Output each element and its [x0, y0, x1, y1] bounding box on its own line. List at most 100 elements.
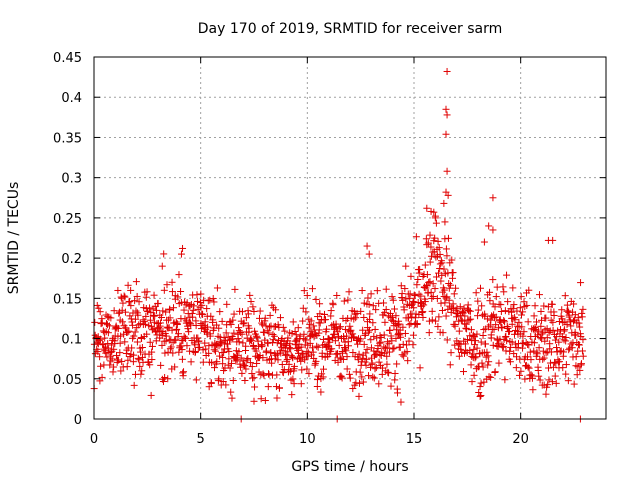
data-point: [451, 341, 459, 349]
data-point: [391, 369, 399, 377]
data-point: [463, 335, 471, 343]
data-point: [299, 317, 307, 325]
data-point: [399, 340, 407, 348]
data-point: [536, 333, 544, 341]
data-point: [258, 341, 266, 349]
data-point: [443, 111, 451, 119]
data-point: [102, 349, 110, 357]
data-point: [529, 386, 537, 394]
data-point: [344, 296, 352, 304]
data-point: [129, 358, 137, 366]
data-point: [96, 308, 104, 316]
data-point: [471, 354, 479, 362]
data-point: [459, 308, 467, 316]
data-point: [346, 322, 354, 330]
data-point: [180, 368, 188, 376]
data-point: [301, 356, 309, 364]
data-point: [374, 344, 382, 352]
data-point: [523, 301, 531, 309]
y-tick-label: 0.45: [53, 51, 82, 66]
data-point: [201, 339, 209, 347]
data-point: [543, 334, 551, 342]
data-point: [134, 311, 142, 319]
data-point: [150, 291, 158, 299]
data-point: [118, 358, 126, 366]
data-point: [204, 323, 212, 331]
data-point: [364, 294, 372, 302]
data-point: [477, 284, 485, 292]
data-point: [512, 364, 520, 372]
data-point: [460, 304, 468, 312]
data-point: [135, 356, 143, 364]
data-point: [162, 332, 170, 340]
data-point: [503, 271, 511, 279]
data-point: [205, 342, 213, 350]
data-point: [494, 340, 502, 348]
x-tick-label: 15: [406, 432, 423, 447]
data-point: [540, 302, 548, 310]
data-point: [445, 284, 453, 292]
data-point: [416, 364, 424, 372]
data-point: [252, 332, 260, 340]
data-point: [449, 300, 457, 308]
data-point: [549, 236, 557, 244]
data-point: [204, 297, 212, 305]
data-point: [499, 343, 507, 351]
data-point: [466, 307, 474, 315]
data-point: [472, 289, 480, 297]
data-point: [115, 309, 123, 317]
data-point: [239, 320, 247, 328]
data-point: [144, 308, 152, 316]
data-point: [288, 391, 296, 399]
data-point: [120, 292, 128, 300]
data-point: [535, 344, 543, 352]
data-point: [425, 317, 433, 325]
data-point: [397, 398, 405, 406]
data-point: [244, 354, 252, 362]
data-point: [467, 361, 475, 369]
data-point: [370, 332, 378, 340]
data-point: [495, 359, 503, 367]
data-point: [492, 293, 500, 301]
data-point: [421, 261, 429, 269]
data-point: [451, 321, 459, 329]
data-point: [289, 375, 297, 383]
data-point: [269, 336, 277, 344]
data-point: [403, 341, 411, 349]
data-point: [410, 291, 418, 299]
data-point: [237, 363, 245, 371]
data-point: [574, 363, 582, 371]
data-point: [283, 355, 291, 363]
data-point: [110, 345, 118, 353]
data-point: [308, 285, 316, 293]
data-point: [431, 285, 439, 293]
data-point: [378, 370, 386, 378]
data-point: [292, 337, 300, 345]
data-point: [241, 362, 249, 370]
data-point: [240, 319, 248, 327]
data-point: [166, 345, 174, 353]
data-point: [562, 361, 570, 369]
data-point: [297, 343, 305, 351]
data-point: [411, 292, 419, 300]
data-point: [315, 326, 323, 334]
data-point: [355, 350, 363, 358]
data-point: [341, 325, 349, 333]
data-point: [563, 301, 571, 309]
data-point: [168, 288, 176, 296]
data-point: [160, 250, 168, 258]
data-point: [570, 300, 578, 308]
data-point: [479, 332, 487, 340]
data-point: [409, 331, 417, 339]
data-point: [482, 340, 490, 348]
data-point: [309, 348, 317, 356]
data-point: [153, 306, 161, 314]
data-point: [329, 301, 337, 309]
data-point: [175, 271, 183, 279]
data-point: [277, 340, 285, 348]
data-point: [174, 333, 182, 341]
data-point: [361, 331, 369, 339]
data-point: [487, 331, 495, 339]
data-point: [445, 296, 453, 304]
